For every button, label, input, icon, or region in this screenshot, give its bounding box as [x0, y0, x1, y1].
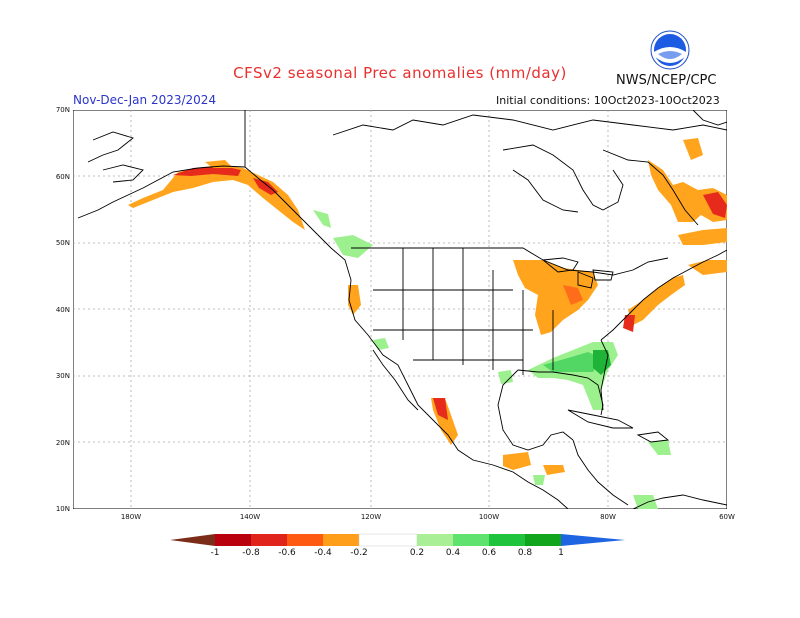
colorbar-segment: [417, 534, 453, 546]
colorbar-segment: [561, 534, 625, 546]
lat-label: 20N: [55, 439, 70, 447]
lat-label: 40N: [55, 306, 70, 314]
lon-label: 120W: [360, 513, 382, 521]
colorbar-label: 0.4: [445, 548, 461, 558]
colorbar-segment: [453, 534, 489, 546]
colorbar-label: -0.8: [242, 548, 260, 558]
colorbar-segment: [358, 533, 418, 547]
colorbar: [170, 533, 625, 547]
map-title: CFSv2 seasonal Prec anomalies (mm/day): [233, 64, 567, 82]
colorbar-segment: [323, 534, 359, 546]
forecast-period: Nov-Dec-Jan 2023/2024: [73, 93, 217, 107]
lon-label: 140W: [239, 513, 261, 521]
lat-label: 30N: [55, 372, 70, 380]
lat-label: 50N: [55, 239, 70, 247]
lon-label: 80W: [600, 513, 616, 521]
colorbar-label: -0.6: [278, 548, 296, 558]
colorbar-segment: [489, 534, 525, 546]
colorbar-label: -0.2: [350, 548, 368, 558]
coastlines: [77, 110, 727, 509]
colorbar-segment: [251, 534, 287, 546]
lat-label: 10N: [55, 505, 70, 513]
colorbar-label: 0.2: [409, 548, 425, 558]
lat-label: 60N: [55, 173, 70, 181]
initial-conditions: Initial conditions: 10Oct2023-10Oct2023: [496, 94, 720, 107]
colorbar-segment: [170, 534, 215, 546]
colorbar-label: -0.4: [314, 548, 332, 558]
lon-label: 100W: [478, 513, 500, 521]
colorbar-segment: [215, 534, 251, 546]
precip-anomaly-map: [73, 110, 727, 509]
organization-label: NWS/NCEP/CPC: [616, 73, 717, 88]
lon-label: 180W: [120, 513, 142, 521]
colorbar-label: 0.6: [481, 548, 497, 558]
colorbar-label: 0.8: [517, 548, 533, 558]
colorbar-segment: [525, 534, 561, 546]
lon-label: 60W: [719, 513, 735, 521]
colorbar-label: 1: [558, 548, 564, 558]
colorbar-label: -1: [210, 548, 220, 558]
wet-anomalies: [313, 210, 671, 509]
dry-anomalies: [128, 138, 727, 475]
noaa-logo: [650, 30, 690, 70]
colorbar-segment: [287, 534, 323, 546]
lat-label: 70N: [55, 106, 70, 114]
